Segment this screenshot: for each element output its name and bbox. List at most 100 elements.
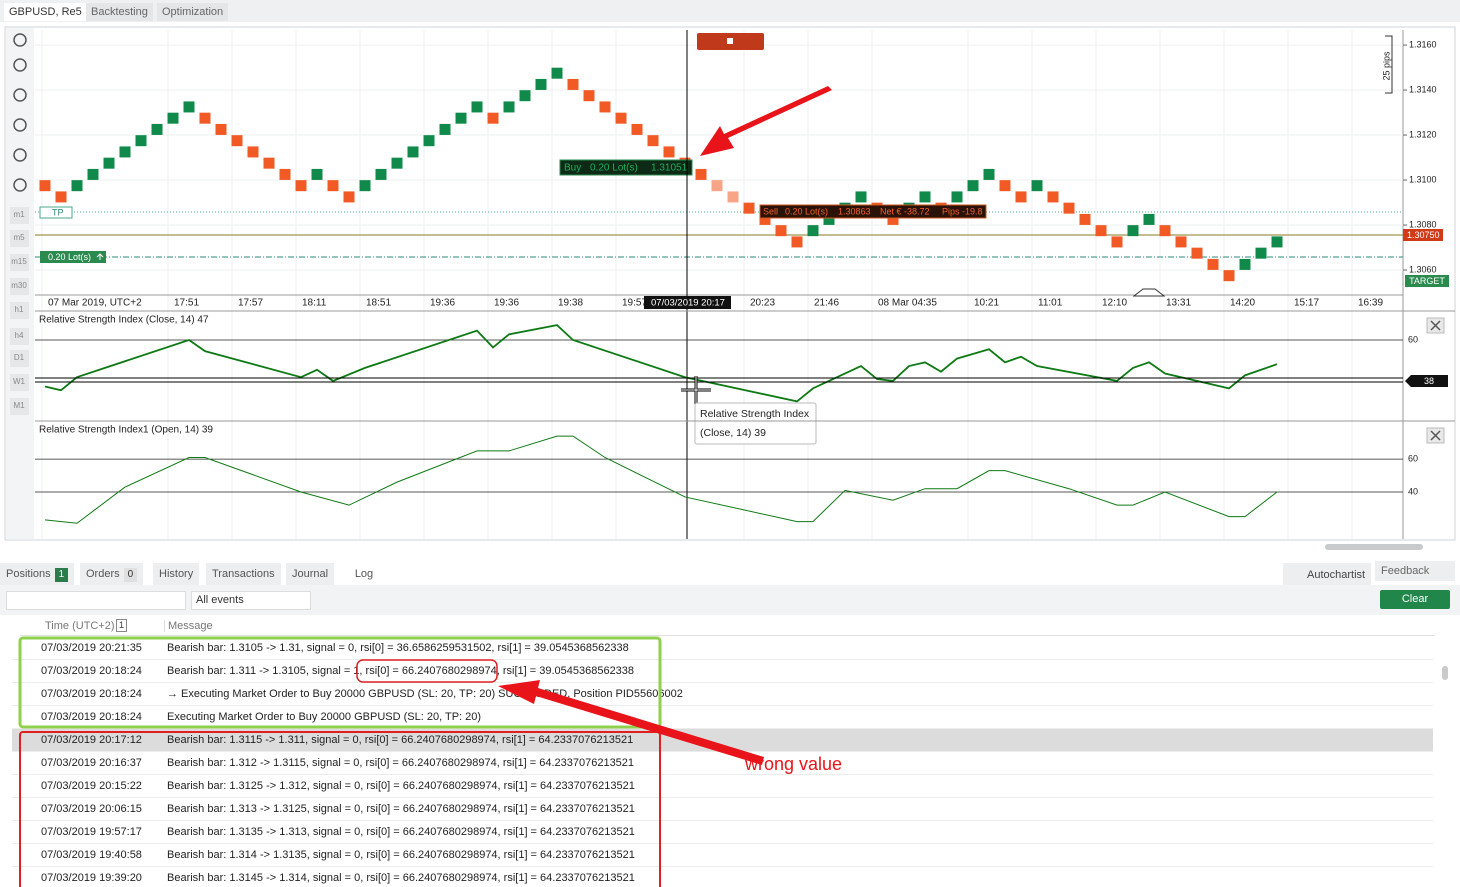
renko-brick: [1079, 213, 1091, 225]
buy-tag: [559, 159, 693, 176]
log-row: [12, 752, 1433, 775]
tool-icon: [13, 148, 27, 162]
log-row: [12, 844, 1433, 867]
price-label: 1.3100: [1409, 174, 1437, 184]
timeframe-label: h1: [15, 305, 24, 314]
renko-brick: [1111, 236, 1123, 248]
time-label: 08 Mar 04:35: [878, 298, 937, 309]
current-price: 1.30750: [1407, 230, 1440, 240]
timeframe-button[interactable]: [10, 278, 29, 295]
marker-label: 38: [1424, 376, 1434, 386]
timeframe-button[interactable]: [10, 230, 29, 247]
timeframe-button[interactable]: [10, 254, 29, 271]
timeframe-button[interactable]: [10, 374, 29, 391]
tool-icon: [13, 118, 27, 132]
renko-brick: [1159, 225, 1171, 237]
panel-tab[interactable]: Journal: [286, 563, 335, 585]
renko-brick: [135, 135, 147, 147]
renko-brick: [663, 146, 675, 158]
renko-brick: [71, 180, 83, 192]
marker-tag: [1405, 375, 1448, 387]
log-row: [12, 637, 1433, 660]
panel-tab[interactable]: Log: [340, 563, 388, 585]
tooltip: [694, 402, 817, 445]
time-label: 21:46: [814, 298, 839, 309]
renko-brick: [359, 180, 371, 192]
renko-brick: [1015, 191, 1027, 203]
renko-brick: [103, 157, 115, 169]
timeframe-button[interactable]: [10, 350, 29, 367]
indicator-line: [44, 324, 1278, 403]
time-label: 16:39: [1358, 298, 1383, 309]
price-label: 1.3160: [1409, 39, 1437, 49]
panel-tab[interactable]: Orders 0: [80, 563, 144, 585]
timeframe-label: m5: [13, 233, 25, 242]
renko-brick: [503, 101, 515, 113]
renko-brick: [583, 90, 595, 102]
chart: m1 m5 m15 m30 h1 h4 D1 W1 M1 07 Mar 2019, UTC+2 17…: [4, 26, 1456, 550]
renko-brick: [615, 112, 627, 124]
renko-brick: [487, 112, 499, 124]
renko-brick: [455, 112, 467, 124]
renko-brick: [295, 180, 307, 192]
autochartist-button[interactable]: Autochartist: [1283, 563, 1372, 585]
renko-brick: [1255, 247, 1267, 259]
log-time: 07/03/2019 20:18:24: [41, 688, 142, 700]
crosshair-time: 07/03/2019 20:17: [651, 298, 725, 309]
timeframe-label: m1: [13, 210, 25, 219]
log-message: Bearish bar: 1.314 -> 1.3135, signal = 0…: [167, 849, 635, 861]
panel-tab[interactable]: Positions 1: [0, 563, 75, 585]
log-row: [12, 798, 1433, 821]
sell-label: Net € -38.72: [880, 206, 930, 216]
sell-label: Sell: [763, 206, 778, 216]
tab[interactable]: Optimization: [157, 3, 229, 21]
feedback-button[interactable]: Feedback: [1375, 561, 1456, 581]
price-label: 1.3140: [1409, 84, 1437, 94]
renko-brick: [647, 135, 659, 147]
price-label: 1.3080: [1409, 219, 1437, 229]
renko-brick: [919, 191, 931, 203]
timeframe-button[interactable]: [10, 398, 29, 415]
time-label: 19:36: [430, 298, 455, 309]
tab[interactable]: Backtesting: [86, 3, 153, 21]
clear-button[interactable]: Clear: [1380, 590, 1450, 609]
time-label: 19:57: [622, 298, 647, 309]
stop-icon: [727, 38, 733, 44]
close-icon: [1430, 320, 1441, 331]
log-time: 07/03/2019 19:39:20: [41, 872, 142, 884]
target-label: TARGET: [1409, 276, 1445, 286]
time-label: 19:38: [558, 298, 583, 309]
panel-tab[interactable]: History: [153, 563, 200, 585]
renko-brick: [743, 202, 755, 214]
renko-brick: [55, 191, 67, 203]
filter-select: All events: [191, 591, 311, 610]
time-label: 17:57: [238, 298, 263, 309]
renko-brick: [807, 225, 819, 237]
indicator-line: [44, 435, 1278, 524]
log-time: 07/03/2019 19:40:58: [41, 849, 142, 861]
renko-brick: [1207, 258, 1219, 270]
tab[interactable]: GBPUSD, Re5: [4, 3, 87, 21]
range-bracket: [1385, 35, 1393, 94]
close-icon: [1430, 430, 1441, 441]
renko-brick: [167, 112, 179, 124]
timeframe-button[interactable]: [10, 328, 29, 345]
timeframe-button[interactable]: [10, 302, 29, 319]
renko-brick: [951, 191, 963, 203]
renko-brick: [183, 101, 195, 113]
timeframe-button[interactable]: [10, 207, 29, 224]
price-tag: [1403, 229, 1443, 241]
renko-brick: [823, 213, 835, 225]
annotation: wrong value: [745, 754, 843, 774]
tool-icon: [13, 88, 27, 102]
panel-tab[interactable]: Transactions: [206, 563, 281, 585]
tab-label: History: [159, 568, 194, 580]
table-header[interactable]: [20, 617, 1435, 636]
renko-brick: [1031, 180, 1043, 192]
timeframe-label: m15: [11, 257, 27, 266]
timeframe-label: h4: [15, 331, 24, 340]
renko-brick: [599, 101, 611, 113]
tool-icon: [13, 178, 27, 192]
time-label: 15:17: [1294, 298, 1319, 309]
level-label: 60: [1408, 334, 1418, 344]
